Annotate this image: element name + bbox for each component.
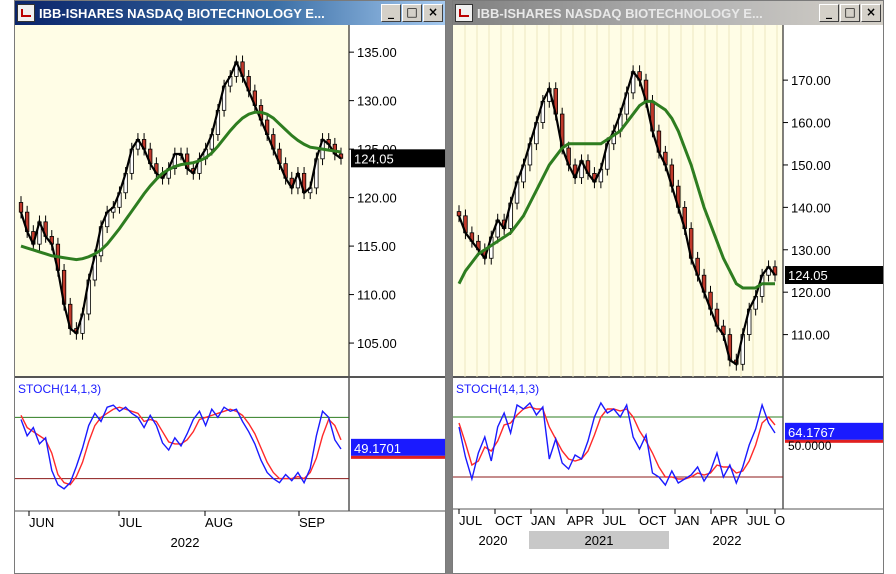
year-label: 2022 (171, 535, 200, 550)
stoch-value-label: 64.1767 (788, 425, 835, 440)
price-tick-label: 105.00 (357, 336, 397, 351)
price-tick-label: 130.00 (357, 94, 397, 109)
x-tick-label: JUL (747, 513, 770, 528)
stoch-d-line (458, 406, 776, 480)
chart-app-icon (455, 4, 473, 22)
titlebar-left[interactable]: IBB-ISHARES NASDAQ BIOTECHNOLOGY E... _ … (15, 1, 445, 25)
last-price-box (785, 266, 883, 285)
year-label: 2021 (585, 533, 614, 548)
stoch-d-line (20, 406, 342, 486)
year-label: 2022 (713, 533, 742, 548)
chart-window-left[interactable]: IBB-ISHARES NASDAQ BIOTECHNOLOGY E... _ … (14, 0, 446, 574)
maximize-button[interactable]: □ (840, 4, 860, 22)
price-tick-label: 115.00 (357, 239, 396, 254)
last-price-label: 124.05 (788, 268, 828, 283)
price-tick-label: 120.00 (791, 285, 831, 300)
axis-panel (349, 25, 445, 511)
x-tick-label: JAN (531, 513, 556, 528)
x-tick-label: JUL (603, 513, 626, 528)
window-title: IBB-ISHARES NASDAQ BIOTECHNOLOGY E... (477, 5, 763, 21)
last-price-box (351, 149, 445, 168)
price-tick-label: 140.00 (791, 200, 831, 215)
price-tick-label: 110.00 (357, 288, 396, 303)
chart-window-right[interactable]: IBB-ISHARES NASDAQ BIOTECHNOLOGY E... _ … (452, 0, 884, 574)
stoch-value-label: 49.1701 (354, 441, 401, 456)
close-line (457, 69, 776, 367)
stoch-k-line (458, 401, 776, 487)
stoch-title: STOCH(14,1,3) (18, 382, 101, 396)
maximize-button[interactable]: □ (402, 4, 422, 22)
stoch-k-line (20, 404, 342, 490)
moving-average-line (20, 110, 342, 262)
price-tick-label: 120.00 (357, 191, 397, 206)
pane-divider[interactable] (446, 0, 452, 574)
stoch-title: STOCH(14,1,3) (456, 382, 539, 396)
price-panel (453, 25, 783, 377)
x-tick-label: OCT (639, 513, 667, 528)
price-tick-label: 170.00 (791, 73, 831, 88)
close-line (19, 59, 342, 336)
stoch-value-box (351, 438, 445, 456)
x-tick-label: OCT (495, 513, 523, 528)
chart-app-icon (17, 4, 35, 22)
x-tick-label: JUN (29, 515, 54, 530)
price-tick-label: 160.00 (791, 116, 831, 131)
last-price-label: 124.05 (354, 151, 394, 166)
stoch-reference-label: 50.0000 (788, 439, 832, 453)
stoch-value-marker (351, 455, 445, 459)
moving-average-line (457, 99, 775, 290)
close-button[interactable]: × (861, 4, 881, 22)
stoch-value-box (785, 422, 883, 440)
stoch-value-marker (785, 439, 883, 443)
x-tick-label: JUL (459, 513, 482, 528)
candle (18, 202, 24, 213)
price-tick-label: 130.00 (791, 243, 831, 258)
x-tick-label: JUL (119, 515, 142, 530)
stoch-panel (453, 379, 783, 509)
price-chart-right[interactable]: 110.00 120.00 130.00 140.00 150.00 160.00 170.… (453, 25, 883, 573)
price-tick-label: 150.00 (791, 158, 831, 173)
x-tick-label: JAN (675, 513, 700, 528)
price-chart-left[interactable]: 105.00110.00115.00120.00125.00130.00135.… (15, 25, 445, 573)
x-tick-label: AUG (205, 515, 233, 530)
window-title: IBB-ISHARES NASDAQ BIOTECHNOLOGY E... (39, 5, 325, 21)
candle (456, 211, 462, 217)
minimize-button[interactable]: _ (381, 4, 401, 22)
year-band (529, 531, 669, 549)
year-label: 2020 (479, 533, 508, 548)
x-tick-label: APR (567, 513, 594, 528)
price-tick-label: 110.00 (791, 328, 830, 343)
price-tick-label: 135.00 (357, 45, 397, 60)
x-tick-label: SEP (299, 515, 325, 530)
price-panel (15, 25, 349, 377)
close-button[interactable]: × (423, 4, 443, 22)
x-tick-label: O (775, 513, 785, 528)
x-tick-label: APR (711, 513, 738, 528)
titlebar-right[interactable]: IBB-ISHARES NASDAQ BIOTECHNOLOGY E... _ … (453, 1, 883, 25)
minimize-button[interactable]: _ (819, 4, 839, 22)
